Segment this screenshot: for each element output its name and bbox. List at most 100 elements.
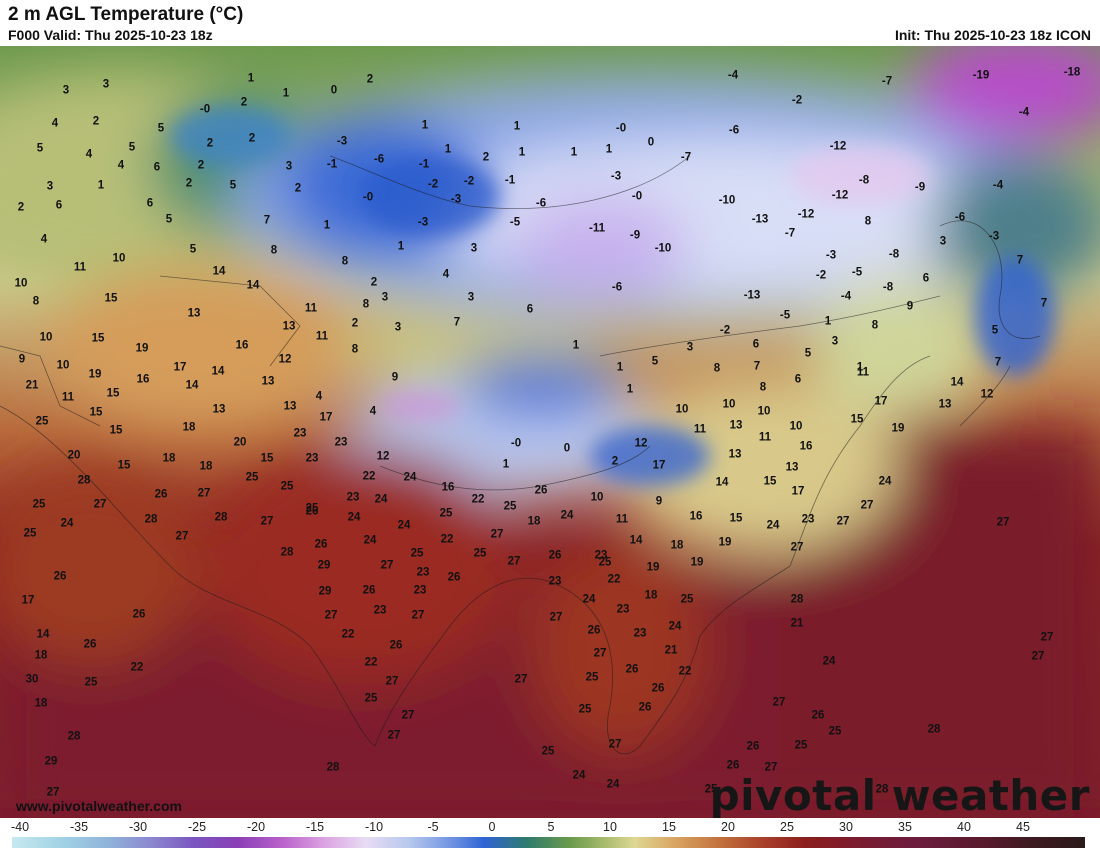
temperature-value: 24 bbox=[560, 509, 574, 522]
temperature-value: 14 bbox=[246, 279, 260, 292]
temperature-value: 1 bbox=[856, 361, 864, 374]
temperature-value: 9 bbox=[906, 300, 914, 313]
colorbar-tick-label: -15 bbox=[305, 820, 325, 834]
colorbar-tick-label: -30 bbox=[128, 820, 148, 834]
temperature-value: 25 bbox=[280, 480, 294, 493]
header: 2 m AGL Temperature (°C) F000 Valid: Thu… bbox=[0, 0, 1100, 46]
temperature-value: 24 bbox=[60, 517, 74, 530]
temperature-value: 8 bbox=[341, 255, 349, 268]
temperature-value: 27 bbox=[860, 499, 874, 512]
temperature-value: 11 bbox=[856, 366, 870, 379]
temperature-value: -9 bbox=[629, 229, 641, 242]
temperature-value: 28 bbox=[927, 723, 941, 736]
temperature-value: 3 bbox=[62, 84, 70, 97]
temperature-value: 27 bbox=[411, 609, 425, 622]
temperature-value: 21 bbox=[664, 644, 678, 657]
temperature-value: -1 bbox=[418, 158, 430, 171]
temperature-value: -6 bbox=[728, 124, 740, 137]
temperature-value: -6 bbox=[535, 197, 547, 210]
temperature-value: 26 bbox=[587, 624, 601, 637]
temperature-value: 13 bbox=[282, 320, 296, 333]
temperature-value: 14 bbox=[950, 376, 964, 389]
temperature-value: 26 bbox=[534, 484, 548, 497]
temperature-value: 24 bbox=[403, 471, 417, 484]
temperature-value: -6 bbox=[373, 153, 385, 166]
temperature-value: 24 bbox=[572, 769, 586, 782]
temperature-value: -19 bbox=[972, 69, 990, 82]
temperature-value: 22 bbox=[678, 665, 692, 678]
temperature-value: -1 bbox=[326, 158, 338, 171]
temperature-value: 23 bbox=[633, 627, 647, 640]
temperature-value: -7 bbox=[784, 227, 796, 240]
temperature-value: 1 bbox=[570, 146, 578, 159]
temperature-value: 20 bbox=[233, 436, 247, 449]
temperature-value: 26 bbox=[447, 571, 461, 584]
temperature-value: 18 bbox=[34, 649, 48, 662]
temperature-value: 10 bbox=[56, 359, 70, 372]
temperature-value: 18 bbox=[670, 539, 684, 552]
temperature-value: 26 bbox=[154, 488, 168, 501]
temperature-value: -5 bbox=[851, 266, 863, 279]
temperature-value: 5 bbox=[36, 142, 44, 155]
temperature-value: 1 bbox=[513, 120, 521, 133]
temperature-value: 19 bbox=[88, 368, 102, 381]
temperature-value: 11 bbox=[304, 302, 318, 315]
colorbar-tick-label: 10 bbox=[603, 820, 617, 834]
temperature-value: 1 bbox=[605, 143, 613, 156]
temperature-value: 7 bbox=[994, 356, 1002, 369]
colorbar-tick-label: 0 bbox=[488, 820, 496, 834]
temperature-value: 26 bbox=[638, 701, 652, 714]
colorbar-tick-label: -25 bbox=[187, 820, 207, 834]
temperature-value: 1 bbox=[397, 240, 405, 253]
temperature-value: 15 bbox=[260, 452, 274, 465]
temperature-value: 6 bbox=[55, 199, 63, 212]
temperature-value: 23 bbox=[548, 575, 562, 588]
temperature-value: 15 bbox=[117, 459, 131, 472]
temperature-value: 2 bbox=[294, 182, 302, 195]
temperature-value: 25 bbox=[503, 500, 517, 513]
colorbar-tick-label: 40 bbox=[957, 820, 971, 834]
temperature-value: -1 bbox=[504, 174, 516, 187]
temperature-value: 1 bbox=[444, 143, 452, 156]
temperature-value: 1 bbox=[824, 315, 832, 328]
temperature-value: 25 bbox=[794, 739, 808, 752]
temperature-value: 5 bbox=[229, 179, 237, 192]
temperature-value: 1 bbox=[421, 119, 429, 132]
temperature-value: 13 bbox=[261, 375, 275, 388]
temperature-value: 25 bbox=[578, 703, 592, 716]
temperature-value: 22 bbox=[607, 573, 621, 586]
temperature-value: 1 bbox=[97, 179, 105, 192]
temperature-value: 8 bbox=[713, 362, 721, 375]
temperature-value: 15 bbox=[850, 413, 864, 426]
temperature-value: 23 bbox=[413, 584, 427, 597]
temperature-value: 18 bbox=[162, 452, 176, 465]
temperature-value: 9 bbox=[18, 353, 26, 366]
temperature-value: 11 bbox=[73, 261, 87, 274]
temperature-map[interactable]: 3 3 1 0 2 -4 -7 -19 -18 -2 -4 4 2 5 -0 2 1 -0 0 -6 -12 5 4 5 2 2-… bbox=[0, 46, 1100, 818]
temperature-value: 28 bbox=[875, 783, 889, 796]
temperature-value: -0 bbox=[362, 191, 374, 204]
temperature-value: 17 bbox=[173, 361, 187, 374]
temperature-value: 5 bbox=[128, 141, 136, 154]
temperature-value: 27 bbox=[1040, 631, 1054, 644]
temperature-value: 18 bbox=[644, 589, 658, 602]
temperature-value: 26 bbox=[53, 570, 67, 583]
temperature-value: 24 bbox=[347, 511, 361, 524]
temperature-value: 27 bbox=[764, 761, 778, 774]
temperature-value: -10 bbox=[654, 242, 672, 255]
temperature-value: 12 bbox=[634, 437, 648, 450]
temperature-value: -12 bbox=[797, 208, 815, 221]
temperature-value: 11 bbox=[315, 330, 329, 343]
temperature-value: -6 bbox=[954, 211, 966, 224]
colorbar-tick-label: 30 bbox=[839, 820, 853, 834]
temperature-value: -8 bbox=[888, 248, 900, 261]
temperature-value: -4 bbox=[1018, 106, 1030, 119]
temperature-value: 27 bbox=[772, 696, 786, 709]
temperature-value: 29 bbox=[318, 585, 332, 598]
temperature-value: 1 bbox=[323, 219, 331, 232]
temperature-value: 24 bbox=[582, 593, 596, 606]
temperature-value: 4 bbox=[442, 268, 450, 281]
temperature-value: 15 bbox=[109, 424, 123, 437]
temperature-value: 7 bbox=[1016, 254, 1024, 267]
temperature-value: 11 bbox=[61, 391, 75, 404]
